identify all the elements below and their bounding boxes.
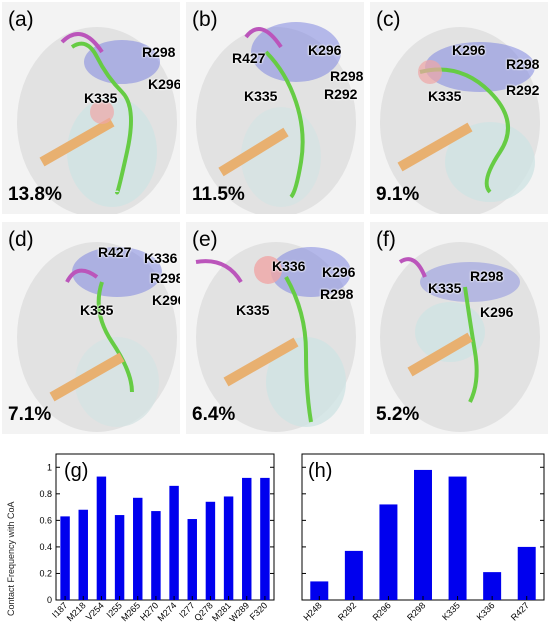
x-tick-label: Q278 [192, 600, 215, 623]
structure-panel-c: (c) K296 R298 K335 R292 9.1% [370, 2, 548, 214]
bar [133, 497, 143, 600]
bar [483, 572, 502, 600]
x-tick-label: V254 [84, 600, 106, 622]
residue-label: K335 [244, 88, 278, 104]
structure-panel-b: (b) R427 K296 R298 K335 R292 11.5% [186, 2, 364, 214]
residue-label: K335 [84, 90, 118, 106]
x-tick-label: K335 [440, 600, 462, 622]
bar [114, 515, 125, 600]
residue-label: K296 [308, 42, 342, 58]
x-tick-label: H248 [301, 600, 323, 622]
bar [187, 519, 197, 600]
chart-g-plot: 00.20.40.60.81I187M218V254I255M265H270M2… [39, 453, 275, 624]
bar [310, 581, 329, 600]
y-tick-label: 0.2 [39, 568, 52, 578]
residue-label: K335 [80, 302, 114, 318]
plot-frame [55, 453, 275, 601]
bar [344, 550, 363, 600]
bar [60, 516, 70, 600]
residue-label: R298 [470, 268, 504, 284]
panel-label: (c) [376, 8, 401, 31]
panel-label: (d) [8, 228, 34, 251]
chart-g: 0 0.2 0.4 0.6 0.8 1 I187 M218 V254 I255 M265 H270 M2… [0, 440, 280, 634]
x-tick-label: M265 [119, 600, 142, 623]
x-tick-label: M218 [65, 600, 88, 623]
chart-h-plot: H248 R292 R296 R298 K335 K336 R427 [301, 453, 545, 623]
protein-structure-render [17, 27, 177, 214]
residue-label: R292 [506, 82, 540, 98]
population-percent: 7.1% [8, 404, 52, 425]
protein-structure-render [195, 242, 356, 432]
x-tick-label: H270 [138, 600, 160, 622]
bar [414, 469, 432, 600]
bar [205, 501, 216, 600]
y-tick-label: 1 [47, 462, 52, 472]
structure-panel-e: (e) K336 K296 R298 K335 6.4% [186, 222, 364, 434]
structure-panel-f: (f) R298 K335 K296 5.2% [370, 222, 548, 434]
protein-structure-render [380, 242, 540, 432]
residue-label: R427 [98, 244, 132, 260]
protein-structure-render [196, 22, 356, 214]
population-percent: 13.8% [8, 184, 62, 205]
residue-label: K296 [322, 264, 356, 280]
residue-label: K296 [452, 42, 486, 58]
y-tick-label: 0 [47, 595, 52, 605]
y-tick-label: 0.6 [39, 515, 52, 525]
panel-label: (f) [376, 228, 396, 251]
residue-label: R298 [506, 56, 540, 72]
y-tick-label: 0.8 [39, 489, 52, 499]
residue-label: K296 [152, 292, 180, 308]
bar [379, 504, 398, 600]
residue-label: R298 [150, 270, 180, 286]
x-tick-label: K336 [475, 600, 497, 622]
bar [448, 476, 467, 600]
residue-label: K336 [144, 250, 178, 266]
residue-label: R298 [142, 44, 176, 60]
residue-label: K335 [428, 280, 462, 296]
residue-label: R298 [330, 68, 364, 84]
protein-structure-render [17, 242, 177, 432]
residue-label: K335 [236, 302, 270, 318]
x-tick-label: F320 [248, 600, 270, 622]
y-tick-label: 0.4 [39, 542, 52, 552]
panel-label: (b) [192, 8, 218, 31]
x-tick-label: R292 [336, 600, 358, 622]
residue-label: K296 [480, 304, 514, 320]
residue-label: K296 [148, 76, 180, 92]
population-percent: 9.1% [376, 184, 420, 205]
bar [96, 476, 107, 600]
x-tick-label: M274 [156, 600, 179, 623]
x-tick-label: R298 [405, 600, 427, 622]
residue-label: K335 [428, 88, 462, 104]
panel-label: (e) [192, 228, 218, 251]
residue-label: K336 [272, 258, 306, 274]
bar [151, 511, 161, 600]
panel-label: (a) [8, 8, 34, 31]
structure-panel-a: (a) R298 K296 K335 13.8% [2, 2, 180, 214]
bar [260, 477, 270, 600]
bar [169, 485, 179, 600]
residue-label: R427 [232, 50, 266, 66]
panel-label: (h) [308, 460, 333, 482]
bar [223, 496, 234, 600]
residue-label: R298 [320, 286, 354, 302]
population-percent: 11.5% [192, 184, 245, 205]
chart-h: H248 R292 R296 R298 K335 K336 R427 (h) [280, 440, 550, 634]
y-axis-label: Contact Frequency with CoA [6, 501, 16, 616]
structure-panel-d: (d) R427 K336 R298 K335 K296 7.1% [2, 222, 180, 434]
panel-label: (g) [64, 460, 89, 482]
bar [242, 477, 252, 600]
population-percent: 6.4% [192, 404, 236, 425]
x-tick-label: R296 [371, 600, 393, 622]
bar [517, 546, 536, 600]
protein-structure-render [380, 27, 540, 214]
population-percent: 5.2% [376, 404, 420, 425]
x-tick-label: W289 [227, 600, 251, 624]
x-tick-label: R427 [509, 600, 531, 622]
bar [78, 509, 88, 600]
residue-label: R292 [324, 86, 358, 102]
